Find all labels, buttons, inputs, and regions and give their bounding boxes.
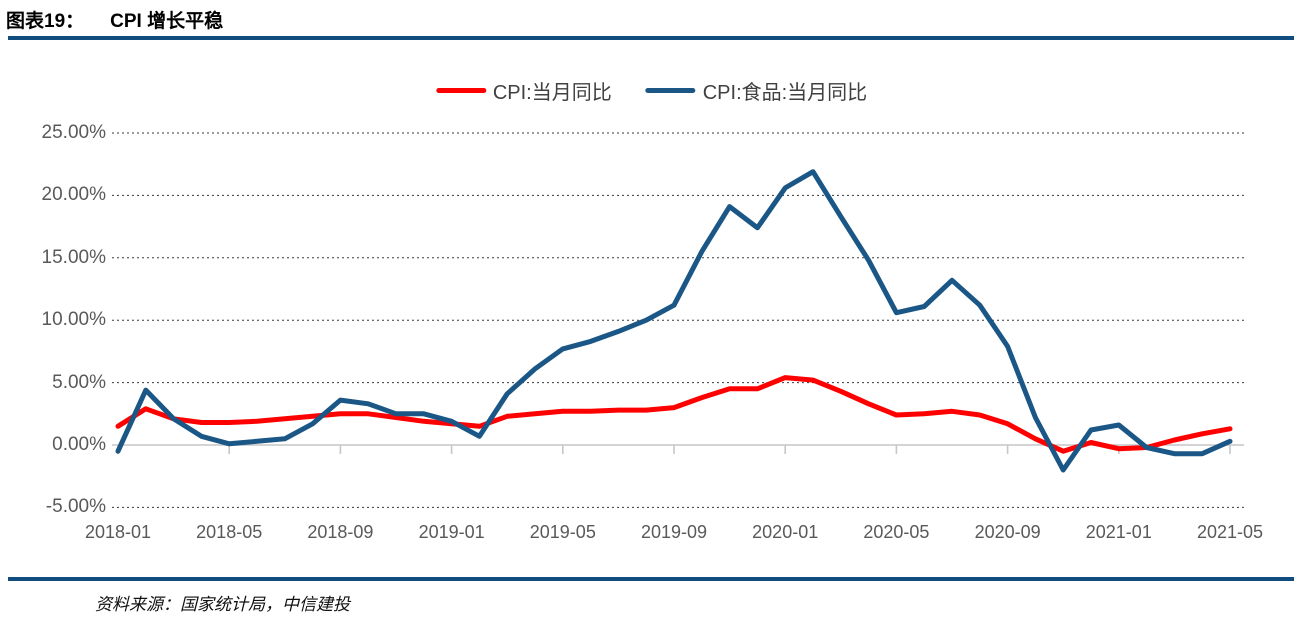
series-line-cpi-food xyxy=(115,169,1233,473)
plot-area xyxy=(112,132,1244,508)
x-axis-label: 2020-01 xyxy=(752,522,819,542)
y-axis-label: 10.00% xyxy=(41,309,106,331)
y-axis-label: -5.00% xyxy=(45,496,106,518)
legend-label: CPI:食品:当月同比 xyxy=(702,82,868,104)
x-axis-label: 2018-01 xyxy=(84,522,152,542)
x-axis-label: 2019-05 xyxy=(529,522,596,542)
x-axis-label: 2021-05 xyxy=(1196,522,1264,542)
line-chart: CPI:当月同比 CPI:食品:当月同比 25.00% 20.00% 15.00% 10… xyxy=(0,40,1303,560)
x-axis-label: 2018-09 xyxy=(307,522,374,542)
y-axis-label: 0.00% xyxy=(52,434,106,455)
x-axis-label: 2020-09 xyxy=(974,522,1041,542)
legend-line-swatch xyxy=(645,88,696,93)
figure-caption-label: 图表19： xyxy=(6,11,85,32)
x-axis-label: 2019-01 xyxy=(418,522,485,542)
source-note: 资料来源：国家统计局，中信建投 xyxy=(95,595,350,614)
legend-line-swatch xyxy=(435,88,486,93)
series-line-cpi xyxy=(115,375,1233,454)
y-axis-label: 15.00% xyxy=(41,246,106,268)
y-axis-label: 25.00% xyxy=(41,122,106,143)
figure-caption: 图表19： CPI 增长平稳 xyxy=(6,6,223,33)
y-axis-label: 5.00% xyxy=(52,371,106,393)
chart-legend: CPI:当月同比 CPI:食品:当月同比 xyxy=(435,76,868,105)
header-rule xyxy=(8,36,1294,40)
legend-item: CPI:食品:当月同比 xyxy=(645,76,868,105)
y-axis-label: 20.00% xyxy=(41,184,106,206)
x-axis-label: 2018-05 xyxy=(196,522,263,542)
footer-rule xyxy=(8,577,1294,581)
legend-item: CPI:当月同比 xyxy=(435,76,612,105)
x-axis-label: 2021-01 xyxy=(1085,522,1152,542)
figure-caption-title: CPI 增长平稳 xyxy=(110,11,224,32)
x-axis-label: 2020-05 xyxy=(863,522,930,542)
legend-label: CPI:当月同比 xyxy=(492,82,612,104)
x-axis-label: 2019-09 xyxy=(640,522,708,542)
